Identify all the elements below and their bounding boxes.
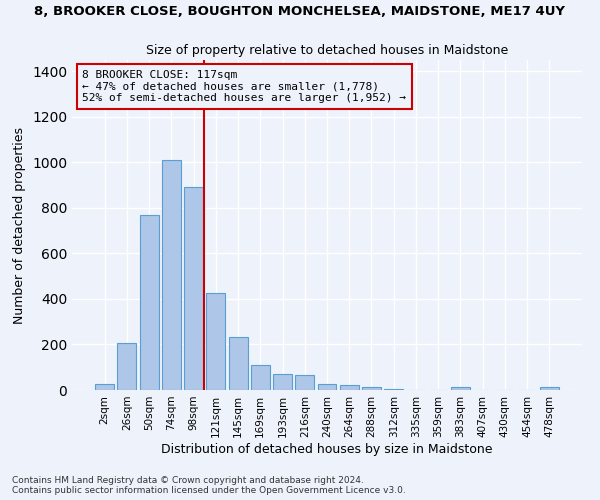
Bar bbox=[206, 294, 225, 390]
Bar bbox=[340, 386, 359, 390]
Bar bbox=[251, 365, 270, 390]
Text: 8, BROOKER CLOSE, BOUGHTON MONCHELSEA, MAIDSTONE, ME17 4UY: 8, BROOKER CLOSE, BOUGHTON MONCHELSEA, M… bbox=[35, 5, 566, 18]
Bar bbox=[140, 215, 158, 390]
Y-axis label: Number of detached properties: Number of detached properties bbox=[13, 126, 26, 324]
Bar bbox=[184, 188, 203, 390]
Bar bbox=[295, 374, 314, 390]
Bar bbox=[540, 386, 559, 390]
Bar bbox=[95, 384, 114, 390]
Bar bbox=[384, 389, 403, 390]
Bar bbox=[317, 384, 337, 390]
Text: 8 BROOKER CLOSE: 117sqm
← 47% of detached houses are smaller (1,778)
52% of semi: 8 BROOKER CLOSE: 117sqm ← 47% of detache… bbox=[82, 70, 406, 103]
X-axis label: Distribution of detached houses by size in Maidstone: Distribution of detached houses by size … bbox=[161, 442, 493, 456]
Bar bbox=[118, 344, 136, 390]
Bar bbox=[229, 336, 248, 390]
Bar bbox=[451, 386, 470, 390]
Text: Contains HM Land Registry data © Crown copyright and database right 2024.
Contai: Contains HM Land Registry data © Crown c… bbox=[12, 476, 406, 495]
Title: Size of property relative to detached houses in Maidstone: Size of property relative to detached ho… bbox=[146, 44, 508, 58]
Bar bbox=[362, 388, 381, 390]
Bar bbox=[162, 160, 181, 390]
Bar bbox=[273, 374, 292, 390]
